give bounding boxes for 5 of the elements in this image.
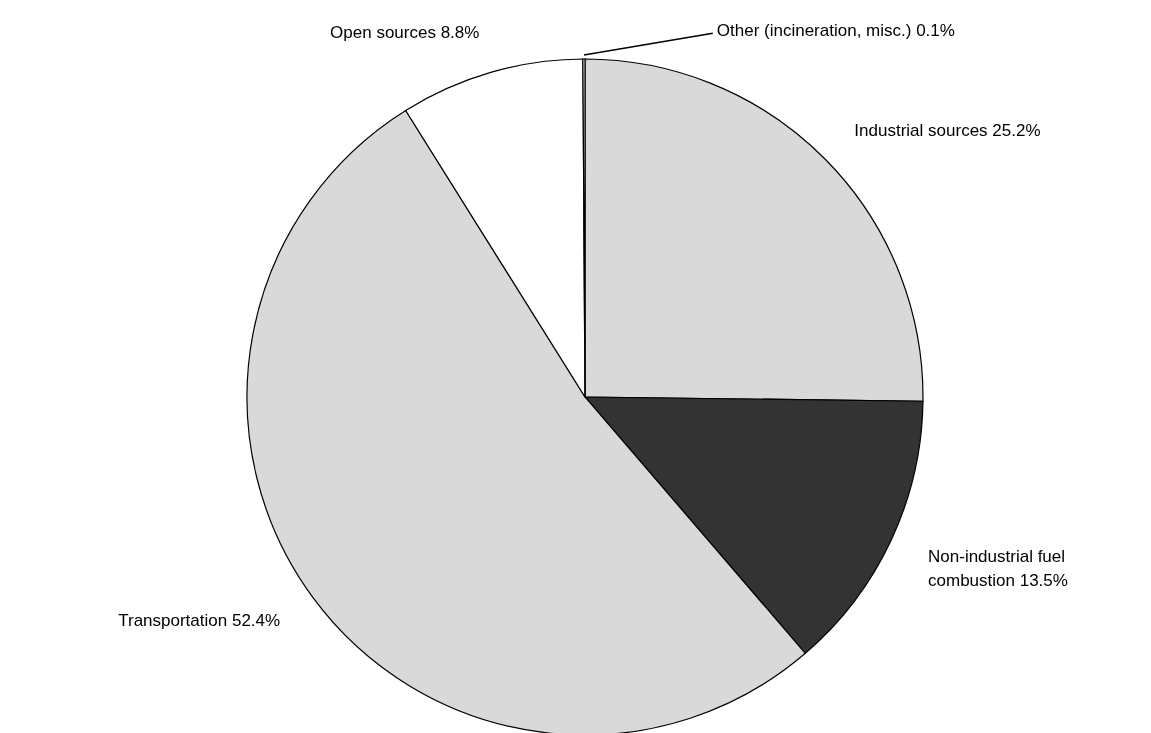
slice-label: Other (incineration, misc.) 0.1% xyxy=(716,21,955,41)
slice-label: Industrial sources 25.2% xyxy=(854,121,1041,140)
slice-label: Transportation 52.4% xyxy=(118,611,281,631)
slice-label: Non-industrial fuel combustion 13.5% xyxy=(928,547,1068,591)
slice-label: Open sources 8.8% xyxy=(330,23,480,43)
